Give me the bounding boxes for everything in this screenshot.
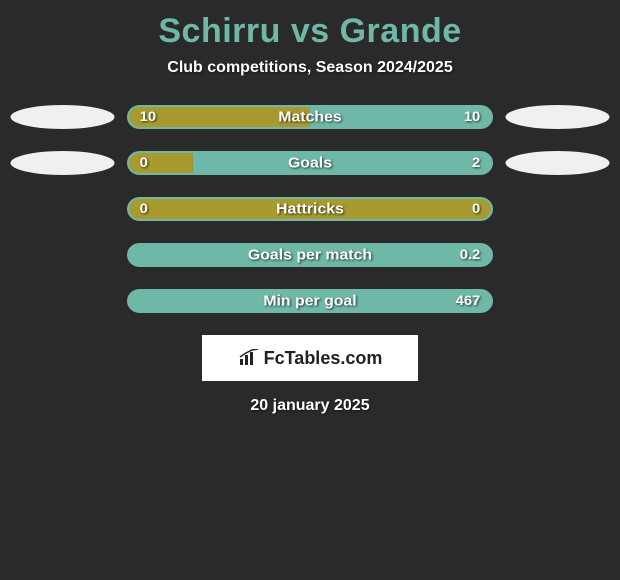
right-fill — [193, 151, 493, 175]
stat-row: Goals per match 0.2 — [10, 243, 610, 267]
chart-icon — [238, 349, 260, 367]
right-value: 0.2 — [460, 247, 481, 263]
right-player-pill — [505, 151, 610, 175]
left-player-pill — [10, 289, 115, 313]
left-value: 0 — [140, 201, 148, 217]
right-value: 0 — [472, 201, 480, 217]
right-value: 2 — [472, 155, 480, 171]
generated-date: 20 january 2025 — [0, 397, 620, 415]
page-title: Schirru vs Grande — [0, 0, 620, 51]
left-player-pill — [10, 197, 115, 221]
stat-label: Goals — [288, 155, 332, 172]
right-player-pill — [505, 289, 610, 313]
stat-bar: Goals per match 0.2 — [127, 243, 493, 267]
page-subtitle: Club competitions, Season 2024/2025 — [0, 59, 620, 77]
right-player-pill — [505, 105, 610, 129]
stat-label: Matches — [278, 109, 341, 126]
right-value: 10 — [464, 109, 480, 125]
right-value: 467 — [456, 293, 481, 309]
left-fill — [127, 151, 193, 175]
comparison-infographic: Schirru vs Grande Club competitions, Sea… — [0, 0, 620, 580]
stat-row: Min per goal 467 — [10, 289, 610, 313]
logo-text: FcTables.com — [264, 348, 383, 369]
stat-bars: 10 Matches 10 0 Goals 2 — [0, 105, 620, 313]
stat-bar: Min per goal 467 — [127, 289, 493, 313]
logo: FcTables.com — [238, 348, 383, 369]
left-player-pill — [10, 243, 115, 267]
left-player-pill — [10, 105, 115, 129]
left-value: 0 — [140, 155, 148, 171]
right-player-pill — [505, 197, 610, 221]
stat-label: Goals per match — [248, 247, 372, 264]
stat-row: 10 Matches 10 — [10, 105, 610, 129]
left-value: 10 — [140, 109, 156, 125]
stat-bar: 0 Hattricks 0 — [127, 197, 493, 221]
stat-bar: 0 Goals 2 — [127, 151, 493, 175]
stat-row: 0 Goals 2 — [10, 151, 610, 175]
stat-label: Hattricks — [276, 201, 344, 218]
stat-label: Min per goal — [263, 293, 356, 310]
logo-box: FcTables.com — [202, 335, 418, 381]
stat-bar: 10 Matches 10 — [127, 105, 493, 129]
stat-row: 0 Hattricks 0 — [10, 197, 610, 221]
left-player-pill — [10, 151, 115, 175]
right-player-pill — [505, 243, 610, 267]
